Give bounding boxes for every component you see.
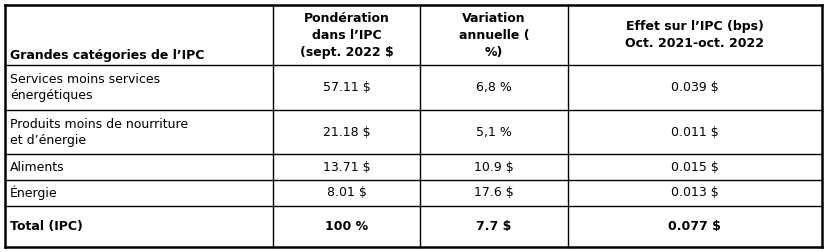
- Text: 21.18 $: 21.18 $: [323, 125, 370, 139]
- Text: 0.077 $: 0.077 $: [668, 220, 721, 233]
- Text: 0.011 $: 0.011 $: [671, 125, 719, 139]
- Text: Produits moins de nourriture
et d’énergie: Produits moins de nourriture et d’énergi…: [10, 117, 188, 146]
- Text: 7.7 $: 7.7 $: [476, 220, 512, 233]
- Text: Aliments: Aliments: [10, 161, 65, 174]
- Text: 100 %: 100 %: [325, 220, 369, 233]
- Text: 0.039 $: 0.039 $: [671, 81, 719, 94]
- Text: 17.6 $: 17.6 $: [474, 186, 514, 199]
- Text: 0.013 $: 0.013 $: [671, 186, 719, 199]
- Text: Grandes catégories de l’IPC: Grandes catégories de l’IPC: [10, 49, 204, 62]
- Text: 13.71 $: 13.71 $: [323, 161, 370, 174]
- Text: Total (IPC): Total (IPC): [10, 220, 83, 233]
- Text: 57.11 $: 57.11 $: [323, 81, 370, 94]
- Text: 8.01 $: 8.01 $: [327, 186, 367, 199]
- Text: 0.015 $: 0.015 $: [671, 161, 719, 174]
- Text: Pondération
dans l’IPC
(sept. 2022 $: Pondération dans l’IPC (sept. 2022 $: [300, 12, 394, 58]
- Text: 6,8 %: 6,8 %: [476, 81, 512, 94]
- Text: Services moins services
énergétiques: Services moins services énergétiques: [10, 73, 160, 102]
- Text: 10.9 $: 10.9 $: [474, 161, 514, 174]
- Text: Énergie: Énergie: [10, 186, 58, 200]
- Text: Variation
annuelle (
%): Variation annuelle ( %): [459, 12, 529, 58]
- Text: Effet sur l’IPC (bps)
Oct. 2021-oct. 2022: Effet sur l’IPC (bps) Oct. 2021-oct. 202…: [625, 20, 764, 50]
- Text: 5,1 %: 5,1 %: [476, 125, 512, 139]
